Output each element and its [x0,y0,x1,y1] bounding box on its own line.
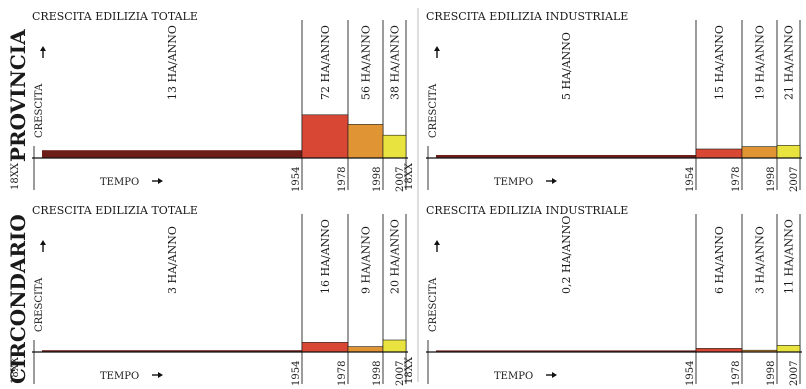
rate-label: 6 HA/ANNO [713,226,726,294]
rate-label: 11 HA/ANNO [783,219,796,294]
bar-1954–1978 [695,148,743,159]
chart-panels: CRESCITA EDILIZIA TOTALE CRESCITA 13 HA/AN… [10,10,802,386]
chart-title: CRESCITA EDILIZIA TOTALE [32,204,198,217]
tick-label: 2007 [395,167,406,192]
rate-label: 15 HA/ANNO [713,25,726,100]
tick-label: 2007 [789,167,800,192]
chart-panel-2: CRESCITA EDILIZIA INDUSTRIALE CRESCITA 5 H… [404,10,802,192]
chart-title: CRESCITA EDILIZIA TOTALE [32,10,198,23]
rate-label: 5 HA/ANNO [560,32,573,100]
rate-label: 0,2 HA/ANNO [560,216,573,294]
rate-label: 21 HA/ANNO [783,25,796,100]
x-axis-arrow-icon [152,372,163,378]
x-axis-arrow-icon [546,372,557,378]
bar-1978–1998 [347,346,384,353]
tick-label: 1978 [337,361,348,386]
bar-18XX–1954 [42,150,302,158]
chart-title: CRESCITA EDILIZIA INDUSTRIALE [426,10,628,23]
tick-label: 2007 [789,361,800,386]
bar-1998–2007 [382,339,407,353]
rate-label: 13 HA/ANNO [166,25,179,100]
bar-1998–2007 [382,134,407,159]
bar-1978–1998 [741,146,778,159]
bar-1998–2007 [776,145,801,159]
chart-panel-1: CRESCITA EDILIZIA TOTALE CRESCITA 13 HA/AN… [10,10,408,192]
y-axis-arrow-icon [40,240,46,252]
rate-label: 19 HA/ANNO [754,25,767,100]
tick-label: 18XX [10,162,21,190]
row-labels: PROVINCIA CIRCONDARIO [6,29,30,384]
tick-label: 18XX [404,162,415,190]
chart-panel-4: CRESCITA EDILIZIA INDUSTRIALE CRESCITA 0,2… [404,204,802,386]
rate-label: 9 HA/ANNO [360,226,373,294]
tick-label: 1998 [372,167,383,192]
tick-label: 1998 [766,167,777,192]
tick-label: 1978 [337,167,348,192]
bar-18XX–1954 [436,350,696,352]
x-axis-label: TEMPO [100,177,139,188]
row-label-provincia: PROVINCIA [6,29,30,162]
x-axis-label: TEMPO [100,371,139,382]
x-axis-label: TEMPO [494,371,533,382]
chart-title: CRESCITA EDILIZIA INDUSTRIALE [426,204,628,217]
bar-1978–1998 [347,124,384,159]
tick-label: 1954 [291,167,302,192]
y-axis-arrow-icon [434,46,440,58]
bar-1998–2007 [776,345,801,353]
rate-label: 72 HA/ANNO [319,25,332,100]
x-axis-arrow-icon [546,178,557,184]
tick-label: 1998 [766,361,777,386]
rate-label: 38 HA/ANNO [389,25,402,100]
tick-label: 18XX [404,356,415,384]
y-axis-label: CRESCITA [428,277,439,332]
y-axis-label: CRESCITA [428,83,439,138]
rate-label: 3 HA/ANNO [754,226,767,294]
bar-18XX–1954 [436,155,696,158]
chart-panel-3: CRESCITA EDILIZIA TOTALE CRESCITA 3 HA/ANN… [10,204,408,386]
tick-label: 1954 [685,361,696,386]
x-axis-label: TEMPO [494,177,533,188]
bar-1954–1978 [301,342,349,353]
tick-label: 1954 [291,361,302,386]
tick-label: 1978 [731,361,742,386]
rate-label: 3 HA/ANNO [166,226,179,294]
tick-label: 1954 [685,167,696,192]
y-axis-arrow-icon [40,46,46,58]
tick-label: 1978 [731,167,742,192]
row-label-circondario: CIRCONDARIO [6,214,30,384]
bar-1954–1978 [301,114,349,159]
bar-18XX–1954 [42,350,302,352]
rate-label: 56 HA/ANNO [360,25,373,100]
y-axis-arrow-icon [434,240,440,252]
y-axis-label: CRESCITA [34,83,45,138]
tick-label: 1998 [372,361,383,386]
rate-label: 20 HA/ANNO [389,219,402,294]
tick-label: 18XX [10,356,21,384]
x-axis-arrow-icon [152,178,163,184]
y-axis-label: CRESCITA [34,277,45,332]
rate-label: 16 HA/ANNO [319,219,332,294]
tick-label: 2007 [395,361,406,386]
